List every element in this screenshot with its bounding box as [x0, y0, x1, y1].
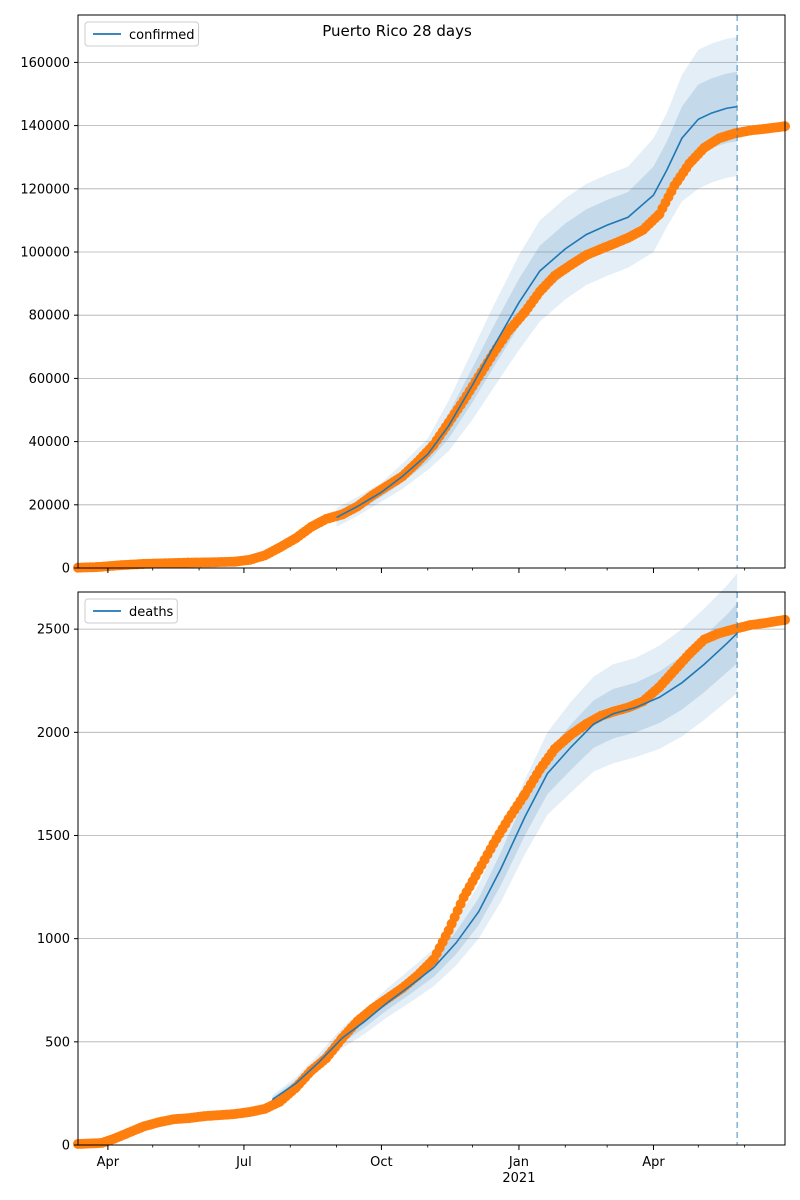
- x-tick-year-label: 2021: [502, 1171, 535, 1186]
- y-tick-label: 1500: [37, 829, 70, 844]
- confirmed-outer-band: [336, 37, 738, 527]
- x-tick-label: Jan: [508, 1155, 529, 1170]
- model-line: [271, 632, 738, 1101]
- inner-confidence-band: [272, 603, 738, 1102]
- y-tick-label: 2500: [37, 623, 70, 638]
- deaths-observed-points: [73, 614, 790, 1149]
- y-tick-label: 20000: [29, 498, 70, 513]
- y-tick-label: 1000: [37, 932, 70, 947]
- x-tick-label: Apr: [97, 1155, 120, 1170]
- deaths-legend: deaths: [84, 598, 178, 624]
- legend-box: [84, 21, 200, 47]
- y-tick-label: 80000: [29, 309, 70, 324]
- deaths-inner-band: [272, 603, 738, 1102]
- chart-title: Puerto Rico 28 days: [322, 22, 472, 40]
- y-tick-label: 0: [62, 562, 70, 577]
- model-line: [336, 105, 738, 519]
- y-tick-label: 500: [45, 1035, 70, 1050]
- confirmed-panel: 0 20000 40000 60000 80000 100000 120000 140000 1…: [20, 14, 790, 577]
- confirmed-y-ticks: 0 20000 40000 60000 80000 100000 120000 140000 1…: [20, 56, 78, 577]
- y-tick-label: 100000: [20, 246, 70, 261]
- y-tick-label: 140000: [20, 119, 70, 134]
- deaths-model-line: [271, 632, 738, 1101]
- y-tick-label: 60000: [29, 372, 70, 387]
- y-tick-label: 160000: [20, 56, 70, 71]
- y-tick-label: 0: [62, 1139, 70, 1154]
- outer-confidence-band: [336, 37, 738, 527]
- y-tick-label: 40000: [29, 435, 70, 450]
- confirmed-x-ticks: [107, 568, 746, 573]
- x-tick-label: Apr: [642, 1155, 665, 1170]
- confirmed-legend: confirmed: [84, 21, 200, 47]
- confirmed-plot-frame: [77, 14, 786, 569]
- legend-label: confirmed: [129, 28, 195, 43]
- confirmed-observed-points: [73, 121, 790, 573]
- x-tick-label: Jul: [235, 1155, 252, 1170]
- legend-box: [84, 598, 178, 624]
- legend-label: deaths: [129, 605, 174, 620]
- deaths-plot-frame: [77, 591, 786, 1146]
- deaths-y-ticks: 0 500 1000 1500 2000 2500: [37, 623, 78, 1154]
- confirmed-model-line: [336, 105, 738, 519]
- y-tick-label: 120000: [20, 182, 70, 197]
- y-tick-label: 2000: [37, 726, 70, 741]
- deaths-gridlines: [78, 628, 785, 1043]
- x-tick-label: Oct: [370, 1155, 392, 1170]
